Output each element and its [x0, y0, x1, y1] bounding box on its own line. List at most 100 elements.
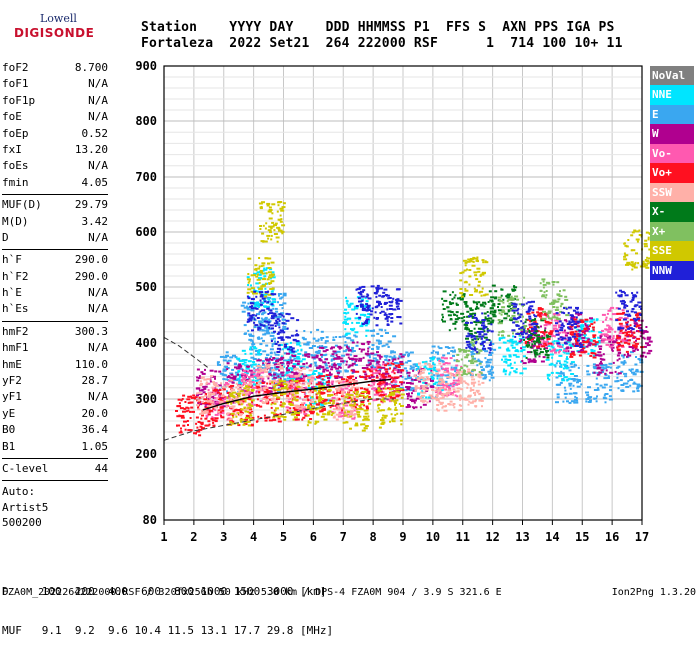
echo-point — [396, 306, 398, 308]
echo-point — [237, 412, 239, 414]
echo-point — [534, 334, 536, 336]
echo-point — [466, 387, 468, 389]
echo-point — [196, 417, 199, 419]
echo-point — [604, 328, 607, 330]
echo-point — [441, 366, 443, 368]
echo-point — [328, 362, 330, 364]
echo-point — [624, 338, 626, 340]
echo-point — [200, 418, 202, 420]
echo-point — [368, 343, 370, 345]
echo-point — [414, 375, 416, 377]
echo-point — [627, 239, 629, 241]
echo-point — [235, 416, 237, 418]
echo-point — [243, 394, 245, 396]
echo-point — [333, 391, 335, 393]
echo-point — [503, 356, 507, 358]
echo-point — [265, 396, 267, 398]
echo-point — [391, 377, 394, 379]
echo-point — [511, 297, 514, 299]
echo-point — [262, 278, 266, 280]
echo-point — [197, 406, 199, 408]
echo-point — [473, 382, 476, 384]
echo-point — [560, 371, 562, 373]
echo-point — [597, 367, 601, 369]
echo-point — [266, 235, 270, 237]
echo-point — [295, 419, 297, 421]
echo-point — [639, 361, 643, 363]
echo-point — [353, 380, 357, 382]
echo-point — [277, 348, 281, 350]
echo-point — [387, 395, 389, 397]
echo-point — [511, 344, 514, 346]
echo-point — [466, 328, 470, 330]
echo-point — [352, 350, 356, 352]
echo-point — [385, 294, 388, 296]
echo-point — [319, 395, 321, 397]
echo-point — [386, 344, 389, 346]
echo-point — [315, 401, 317, 403]
echo-point — [291, 335, 294, 337]
echo-point — [637, 241, 639, 243]
echo-point — [389, 297, 392, 299]
echo-point — [281, 387, 285, 389]
echo-point — [450, 318, 453, 320]
echo-point — [392, 370, 394, 372]
echo-point — [356, 305, 359, 307]
echo-point — [348, 377, 352, 379]
echo-point — [418, 387, 421, 389]
echo-point — [556, 377, 559, 379]
echo-point — [343, 350, 347, 352]
echo-point — [271, 317, 275, 319]
echo-point — [375, 287, 379, 289]
echo-point — [437, 410, 440, 412]
echo-point — [533, 360, 537, 362]
echo-point — [233, 408, 235, 410]
echo-point — [262, 380, 264, 382]
echo-point — [602, 358, 604, 360]
echo-point — [309, 365, 312, 367]
echo-point — [392, 360, 394, 362]
echo-point — [385, 332, 389, 334]
echo-point — [277, 301, 279, 303]
echo-point — [305, 387, 307, 389]
echo-point — [491, 305, 495, 307]
echo-point — [347, 318, 351, 320]
echo-point — [362, 430, 366, 432]
echo-point — [413, 400, 417, 402]
echo-point — [344, 411, 346, 413]
echo-point — [399, 388, 403, 390]
echo-point — [307, 399, 309, 401]
echo-point — [231, 377, 234, 379]
echo-point — [361, 351, 363, 353]
echo-point — [264, 296, 267, 298]
echo-point — [277, 241, 279, 243]
echo-point — [229, 356, 233, 358]
echo-point — [247, 288, 251, 290]
echo-point — [255, 307, 257, 309]
echo-point — [208, 413, 211, 415]
echo-point — [215, 417, 219, 419]
echo-point — [468, 269, 471, 271]
echo-point — [599, 348, 602, 350]
echo-point — [330, 368, 333, 370]
echo-point — [278, 383, 281, 385]
echo-point — [350, 303, 354, 305]
echo-point — [189, 411, 192, 413]
echo-point — [459, 394, 461, 396]
echo-point — [345, 371, 349, 373]
echo-point — [221, 395, 225, 397]
echo-point — [237, 388, 241, 390]
echo-point — [205, 386, 208, 388]
echo-point — [218, 395, 220, 397]
echo-point — [489, 290, 492, 292]
echo-point — [470, 402, 474, 404]
echo-point — [440, 403, 443, 405]
echo-point — [326, 336, 329, 338]
echo-point — [538, 338, 541, 340]
echo-point — [225, 355, 229, 357]
echo-point — [452, 298, 454, 300]
echo-point — [290, 381, 294, 383]
echo-point — [609, 389, 612, 391]
echo-point — [366, 407, 369, 409]
echo-point — [498, 297, 502, 299]
